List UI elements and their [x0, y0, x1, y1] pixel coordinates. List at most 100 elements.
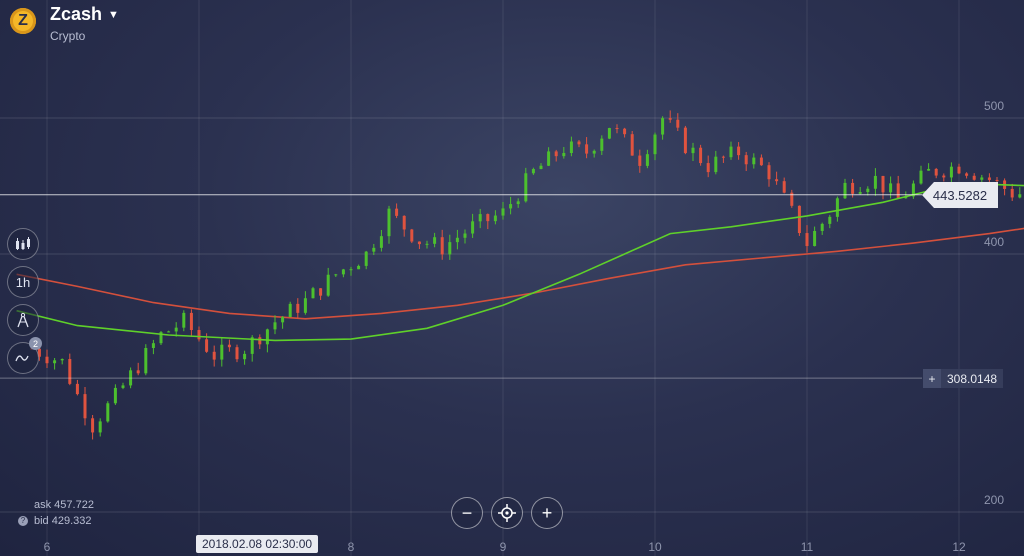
y-tick-label: 200	[984, 493, 1004, 507]
candle-body	[273, 322, 277, 330]
candle-body	[189, 312, 193, 331]
candle-body	[387, 208, 391, 237]
candle-body	[881, 175, 885, 193]
drawing-tools-button[interactable]	[7, 304, 39, 336]
candle-body	[995, 179, 999, 181]
candle-body	[813, 230, 817, 247]
candle-body	[607, 128, 611, 139]
candle-body	[501, 208, 505, 216]
candle-body	[972, 175, 976, 180]
candle-body	[478, 214, 482, 222]
asset-selector[interactable]: Zcash ▼	[50, 4, 119, 25]
candles-icon	[16, 237, 30, 250]
candle-body	[136, 370, 140, 374]
candle-body	[714, 156, 718, 173]
candle-body	[911, 183, 915, 197]
crosshair-price-tag[interactable]: + 308.0148	[923, 369, 1004, 388]
moving-average-fast	[16, 182, 1024, 342]
asset-header: Z Zcash ▼ Crypto	[10, 4, 119, 43]
candle-body	[889, 183, 893, 193]
candle-body	[547, 151, 551, 166]
candle-body	[129, 370, 133, 386]
candle-body	[942, 175, 946, 178]
compass-icon	[17, 312, 29, 328]
timeframe-button[interactable]: 1h	[7, 266, 39, 298]
candle-body	[364, 251, 368, 266]
add-alert-icon[interactable]: +	[923, 369, 941, 388]
candle-body	[326, 274, 330, 296]
asset-name[interactable]: Zcash	[50, 4, 103, 24]
crosshair-target-icon	[498, 504, 516, 522]
zoom-out-button[interactable]: −	[451, 497, 483, 529]
candle-body	[820, 223, 824, 231]
x-tick-label: 10	[648, 540, 662, 554]
x-tick-label: 6	[44, 540, 51, 554]
ma-fast-line	[16, 182, 1024, 342]
candle-body	[53, 360, 57, 364]
candle-body	[531, 169, 535, 174]
candle-body	[980, 177, 984, 180]
candle-body	[927, 168, 931, 171]
info-icon[interactable]: ?	[18, 516, 28, 526]
candle-body	[676, 119, 680, 128]
zcash-logo-icon: Z	[10, 8, 36, 34]
current-price-tag: 443.5282	[922, 182, 998, 208]
candle-body	[1010, 188, 1014, 198]
ma-slow-line	[16, 227, 1024, 320]
chevron-down-icon[interactable]: ▼	[108, 8, 119, 21]
x-tick-label: 11	[801, 540, 814, 554]
candle-body	[759, 157, 763, 166]
candle-body	[45, 356, 49, 364]
candle-body	[288, 303, 292, 318]
candle-body	[121, 385, 125, 388]
candle-body	[775, 179, 779, 182]
indicator-wave-icon	[15, 355, 29, 362]
candle-body	[250, 337, 254, 354]
candle-body	[585, 144, 589, 154]
candle-body	[744, 155, 748, 165]
candle-body	[151, 343, 155, 348]
candle-body	[106, 403, 110, 422]
candle-body	[767, 165, 771, 180]
candle-body	[919, 170, 923, 184]
candle-body	[987, 177, 991, 180]
candle-body	[934, 168, 938, 176]
x-tick-label: 12	[952, 540, 966, 554]
candle-body	[630, 134, 634, 156]
candle-body	[638, 155, 642, 166]
candle-body	[843, 182, 847, 199]
candle-body	[341, 269, 345, 275]
candle-body	[243, 353, 247, 360]
candle-body	[319, 288, 323, 296]
candle-body	[471, 221, 475, 234]
candle-body	[402, 215, 406, 230]
candle-body	[737, 146, 741, 156]
recenter-button[interactable]	[491, 497, 523, 529]
candles	[30, 110, 1022, 440]
candle-body	[296, 303, 300, 313]
candle-body	[866, 188, 870, 193]
candle-body	[440, 237, 444, 255]
zoom-in-button[interactable]: +	[531, 497, 563, 529]
ask-bid-info: ask 457.722 ? bid 429.332	[18, 497, 94, 529]
candle-body	[851, 182, 855, 194]
candle-body	[539, 165, 543, 170]
candle-body	[721, 156, 725, 158]
candle-body	[227, 344, 231, 348]
chart-type-button[interactable]	[7, 228, 39, 260]
candle-body	[805, 233, 809, 247]
candle-body	[113, 387, 117, 404]
candle-body	[562, 153, 566, 157]
candle-body	[68, 359, 72, 384]
chart-toolbar: 1h 2	[7, 228, 42, 374]
candle-body	[873, 175, 877, 189]
indicators-button[interactable]: 2	[7, 337, 42, 374]
candle-body	[463, 233, 467, 238]
candle-body	[691, 147, 695, 154]
candle-body	[524, 173, 528, 202]
candle-body	[790, 192, 794, 206]
candle-body	[683, 127, 687, 154]
candle-body	[896, 183, 900, 199]
candle-body	[577, 141, 581, 145]
